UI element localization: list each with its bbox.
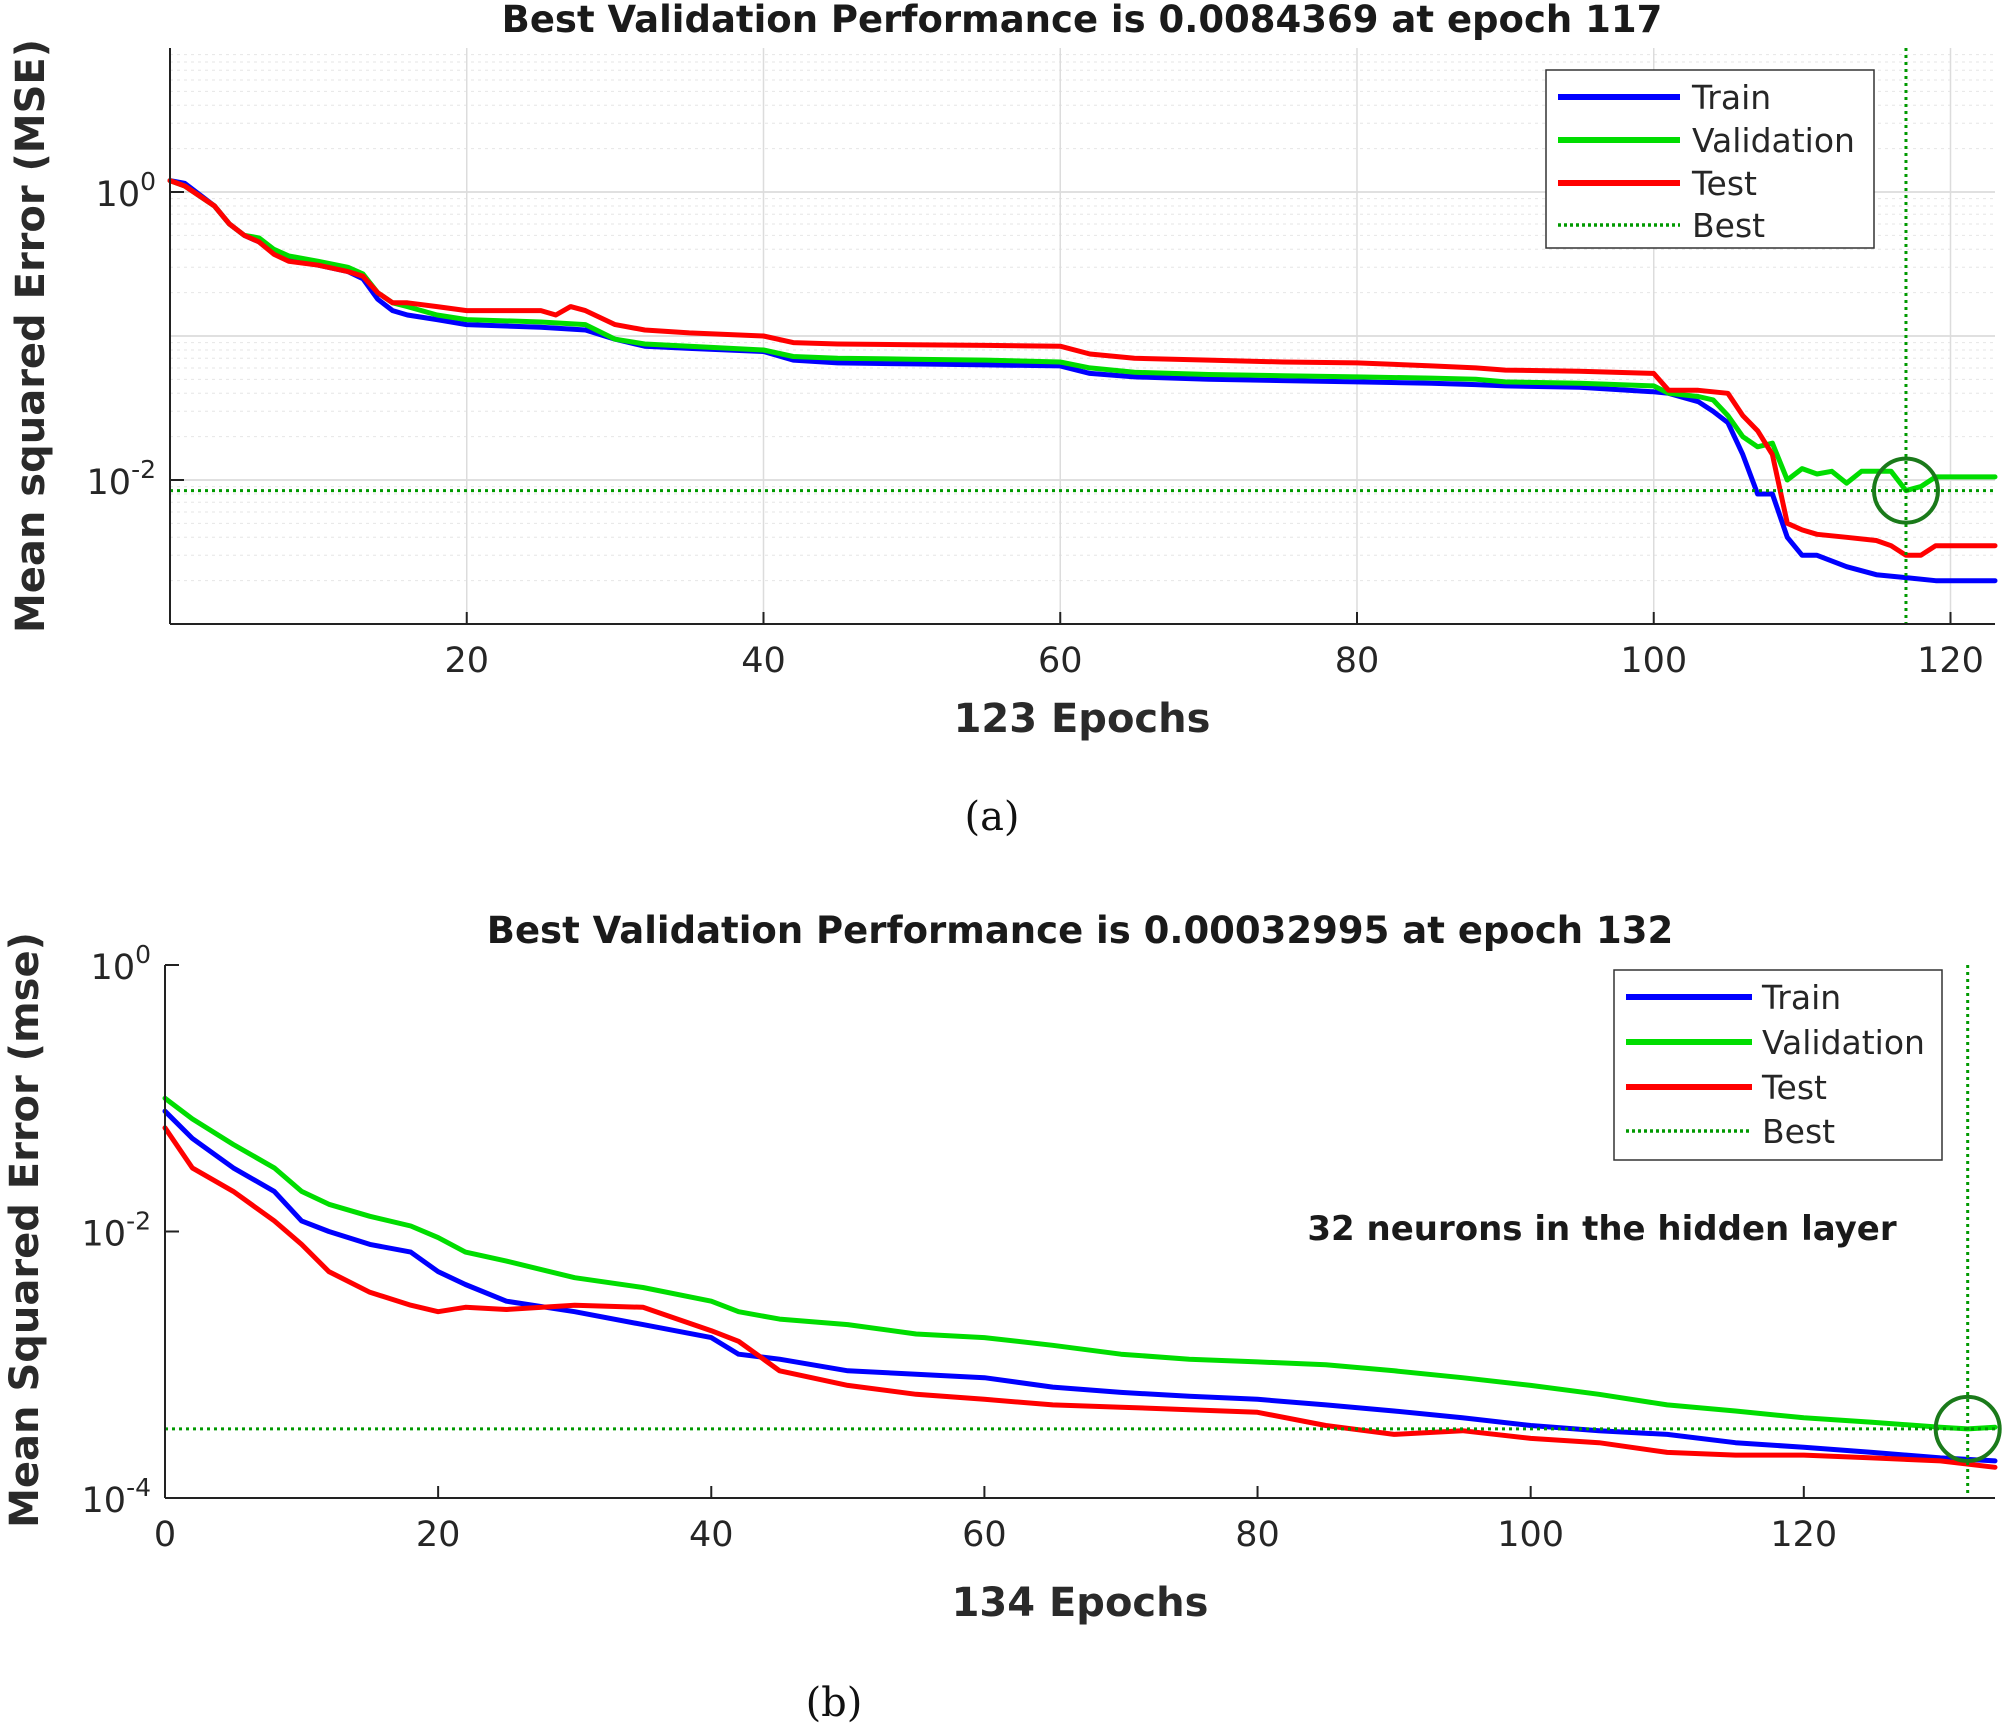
x-tick-label: 20 <box>444 641 489 681</box>
chart-b-legend-label-train: Train <box>1761 978 1841 1017</box>
chart-a-xlabel: 123 Epochs <box>954 696 1211 742</box>
x-tick-label: 40 <box>741 641 786 681</box>
series-line-train <box>162 1108 1998 1464</box>
chart-a-legend-label-validation: Validation <box>1692 121 1855 160</box>
chart-b-caption: (b) <box>806 1680 863 1726</box>
chart-b-lines <box>162 1095 1998 1470</box>
y-tick-label: 10-4 <box>82 1473 151 1521</box>
x-tick-label: 20 <box>416 1515 461 1555</box>
series-line-test <box>162 1125 1998 1470</box>
x-tick-label: 100 <box>1497 1515 1564 1555</box>
chart-a-legend-label-test: Test <box>1691 164 1757 203</box>
x-tick-label: 60 <box>962 1515 1007 1555</box>
chart-b-y-ticks: 100 10-2 10-4 <box>82 940 179 1521</box>
chart-b-x-ticks: 0 20 40 60 80 100 120 <box>154 1486 1837 1555</box>
series-line-test <box>167 178 1998 558</box>
chart-b-legend-label-validation: Validation <box>1762 1023 1925 1062</box>
chart-a-legend-label-train: Train <box>1691 78 1771 117</box>
series-line-validation <box>167 178 1998 494</box>
x-tick-label: 80 <box>1335 641 1380 681</box>
chart-b-legend-box <box>1613 969 1943 1161</box>
best-circle-marker <box>1871 456 1940 525</box>
chart-a-legend-label-best: Best <box>1692 206 1765 245</box>
chart-b-title: Best Validation Performance is 0.0003299… <box>487 909 1673 952</box>
chart-a-ylabel: Mean squared Error (MSE) <box>8 39 54 633</box>
chart-a-caption: (a) <box>964 794 1019 840</box>
x-tick-label: 120 <box>1917 641 1984 681</box>
chart-a-title: Best Validation Performance is 0.0084369… <box>502 0 1663 41</box>
chart-a: 20 40 60 80 100 120 100 10-2 Best Validation P… <box>8 0 1998 840</box>
chart-b-xlabel: 134 Epochs <box>952 1580 1209 1626</box>
x-tick-label: 120 <box>1770 1515 1837 1555</box>
x-tick-label: 40 <box>689 1515 734 1555</box>
chart-a-y-ticks: 100 10-2 <box>87 167 184 503</box>
chart-b-legend-label-test: Test <box>1761 1068 1827 1107</box>
x-tick-label: 60 <box>1038 641 1083 681</box>
series-line-validation <box>162 1095 1998 1432</box>
chart-a-x-ticks: 20 40 60 80 100 120 <box>444 612 1984 681</box>
chart-b: 0 20 40 60 80 100 120 100 10-2 10-4 Best Validat… <box>2 909 2002 1726</box>
y-tick-label: 10-2 <box>87 455 156 503</box>
best-circle-marker <box>1933 1394 2002 1463</box>
chart-a-legend: Train Validation Test Best <box>1545 69 1875 249</box>
x-tick-label: 0 <box>154 1515 176 1555</box>
chart-b-legend-label-best: Best <box>1762 1112 1835 1151</box>
x-tick-label: 100 <box>1620 641 1687 681</box>
y-tick-label: 10-2 <box>82 1207 151 1255</box>
y-tick-label: 100 <box>96 167 156 215</box>
chart-b-legend: Train Validation Test Best <box>1613 969 1943 1161</box>
chart-b-ylabel: Mean Squared Error (mse) <box>2 932 48 1528</box>
chart-a-best-marker <box>170 48 1995 624</box>
chart-b-annotation: 32 neurons in the hidden layer <box>1307 1209 1896 1249</box>
chart-a-lines <box>167 178 1998 584</box>
y-tick-label: 100 <box>91 940 151 988</box>
x-tick-label: 80 <box>1235 1515 1280 1555</box>
chart-b-best-marker <box>165 965 2002 1498</box>
